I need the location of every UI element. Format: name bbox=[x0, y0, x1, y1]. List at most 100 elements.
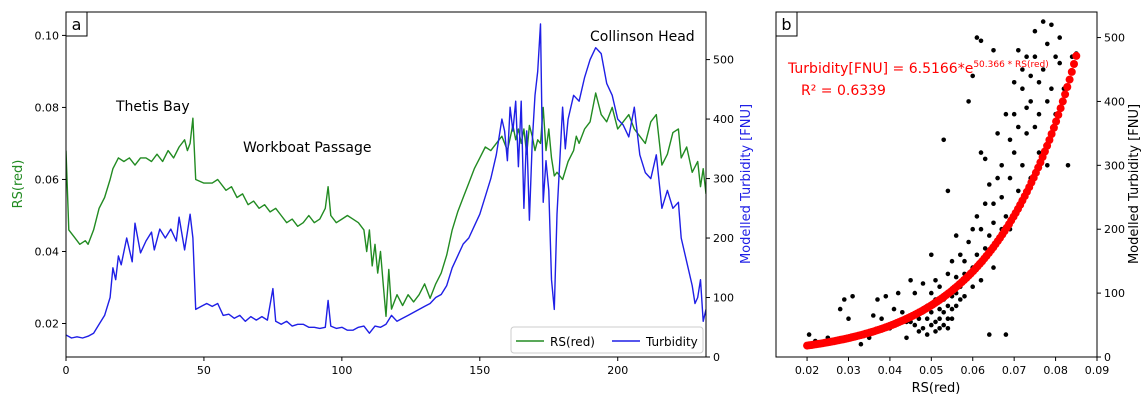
scatter-point bbox=[1003, 332, 1009, 337]
scatter-point bbox=[1016, 48, 1021, 53]
panel-a-y2-tick-label: 400 bbox=[713, 113, 734, 126]
scatter-point bbox=[945, 316, 951, 322]
panel-a-y2-tick-label: 100 bbox=[713, 292, 734, 305]
scatter-point bbox=[1024, 105, 1029, 111]
panel-b: 0.02 0.03 0.04 0.05 0.06 0.07 0.08 0.09 0 100 200… bbox=[775, 11, 1142, 396]
scatter-point bbox=[916, 316, 922, 322]
scatter-point bbox=[850, 294, 855, 299]
panel-a-y-tick-label: 0.04 bbox=[35, 245, 60, 258]
fit-curve-point bbox=[1065, 75, 1074, 84]
panel-b-y-tick-label: 300 bbox=[1104, 159, 1125, 172]
scatter-point bbox=[912, 290, 918, 296]
series-line-rs-red bbox=[66, 92, 706, 317]
panel-b-y-tick-label: 100 bbox=[1104, 287, 1125, 300]
scatter-point bbox=[991, 220, 996, 226]
panel-a-y2-axis-label: Modelled Turbidity [FNU] bbox=[739, 104, 754, 264]
scatter-point bbox=[982, 246, 988, 251]
scatter-point bbox=[1011, 111, 1017, 117]
panel-b-y2-axis-label: Modelled Turbidity [FNU] bbox=[1127, 104, 1142, 264]
scatter-point bbox=[991, 201, 996, 206]
panel-a-y-tick-label: 0.02 bbox=[35, 318, 60, 331]
panel-b-x-tick-label: 0.03 bbox=[836, 364, 861, 377]
panel-a-y2-tick-label: 500 bbox=[713, 54, 734, 67]
scatter-point bbox=[937, 316, 942, 322]
scatter-point bbox=[953, 303, 959, 309]
scatter-point bbox=[1036, 80, 1042, 85]
panel-b-y-tick-label: 500 bbox=[1104, 32, 1125, 45]
scatter-point bbox=[958, 297, 963, 302]
scatter-point bbox=[1045, 163, 1050, 168]
scatter-point bbox=[1016, 124, 1021, 130]
scatter-point bbox=[949, 258, 955, 264]
scatter-point bbox=[995, 131, 1000, 136]
scatter-point bbox=[929, 322, 934, 328]
scatter-point bbox=[966, 99, 971, 104]
panel-a-label-box bbox=[65, 11, 88, 37]
scatter-point bbox=[1065, 163, 1071, 168]
scatter-point bbox=[1007, 137, 1013, 143]
panel-a-frame bbox=[65, 11, 707, 358]
scatter-point bbox=[941, 322, 946, 328]
fit-equation: Turbidity[FNU] = 6.5166*e50.366 * RS(red… bbox=[787, 60, 1049, 77]
fit-curve-point bbox=[1054, 110, 1063, 119]
fit-curve-point bbox=[1052, 117, 1061, 126]
scatter-point bbox=[1045, 41, 1050, 47]
panel-a-y-tick-label: 0.08 bbox=[35, 101, 60, 114]
scatter-point bbox=[1057, 35, 1062, 40]
scatter-point bbox=[1003, 111, 1009, 117]
scatter-point bbox=[1053, 54, 1058, 59]
scatter-point bbox=[958, 252, 963, 258]
scatter-point bbox=[987, 233, 992, 238]
annotation-collinson-head: Collinson Head bbox=[590, 29, 695, 45]
scatter-point bbox=[974, 35, 980, 40]
scatter-point bbox=[904, 335, 909, 341]
fit-curve-point bbox=[1045, 136, 1054, 144]
scatter-point bbox=[837, 306, 843, 312]
scatter-point bbox=[1032, 54, 1038, 59]
scatter-point bbox=[974, 252, 980, 258]
scatter-point bbox=[991, 265, 996, 270]
scatter-point bbox=[858, 341, 864, 347]
scatter-point bbox=[1011, 80, 1017, 85]
scatter-point bbox=[982, 201, 988, 206]
panel-a: 0 50 100 150 200 0.02 0.04 0.06 0.08 0.10 0 100 20… bbox=[11, 11, 754, 377]
panel-b-y-tick-label: 400 bbox=[1104, 95, 1125, 108]
scatter-point bbox=[924, 332, 930, 337]
series-line-turbidity bbox=[66, 23, 706, 339]
scatter-point bbox=[945, 271, 951, 277]
scatter-point bbox=[1057, 60, 1062, 66]
scatter-point bbox=[883, 294, 889, 299]
scatter-point bbox=[941, 310, 946, 315]
scatter-point bbox=[937, 306, 942, 312]
panel-b-label: b bbox=[781, 15, 791, 34]
panel-a-y-tick-label: 0.06 bbox=[35, 173, 60, 186]
scatter-point bbox=[1040, 67, 1046, 72]
fit-curve-point bbox=[1070, 60, 1078, 68]
fit-curve-point bbox=[1061, 90, 1070, 99]
scatter-point bbox=[1032, 124, 1038, 130]
scatter-point bbox=[982, 156, 988, 162]
scatter-point bbox=[962, 294, 967, 299]
scatter-point bbox=[929, 310, 934, 315]
scatter-point bbox=[933, 278, 938, 283]
panel-a-y2-tick-label: 0 bbox=[713, 351, 720, 364]
panel-a-x-tick-label: 200 bbox=[607, 364, 628, 377]
scatter-point bbox=[987, 182, 992, 187]
panel-b-y-tick-label: 200 bbox=[1104, 223, 1125, 236]
scatter-point bbox=[1032, 28, 1038, 34]
scatter-point bbox=[991, 48, 996, 53]
scatter-point bbox=[1003, 214, 1009, 219]
fit-curve-point bbox=[1056, 104, 1065, 113]
scatter-point bbox=[908, 278, 913, 283]
fit-curve-point bbox=[1058, 97, 1067, 106]
scatter-point bbox=[1016, 188, 1021, 194]
panel-a-x-tick-label: 0 bbox=[63, 364, 70, 377]
fit-curve-point bbox=[1067, 67, 1076, 76]
scatter-point bbox=[1028, 73, 1033, 79]
scatter-point bbox=[929, 290, 934, 296]
scatter-point bbox=[1049, 86, 1054, 91]
scatter-point bbox=[871, 313, 876, 318]
fit-r-squared: R² = 0.6339 bbox=[801, 83, 886, 99]
scatter-point bbox=[978, 38, 984, 44]
